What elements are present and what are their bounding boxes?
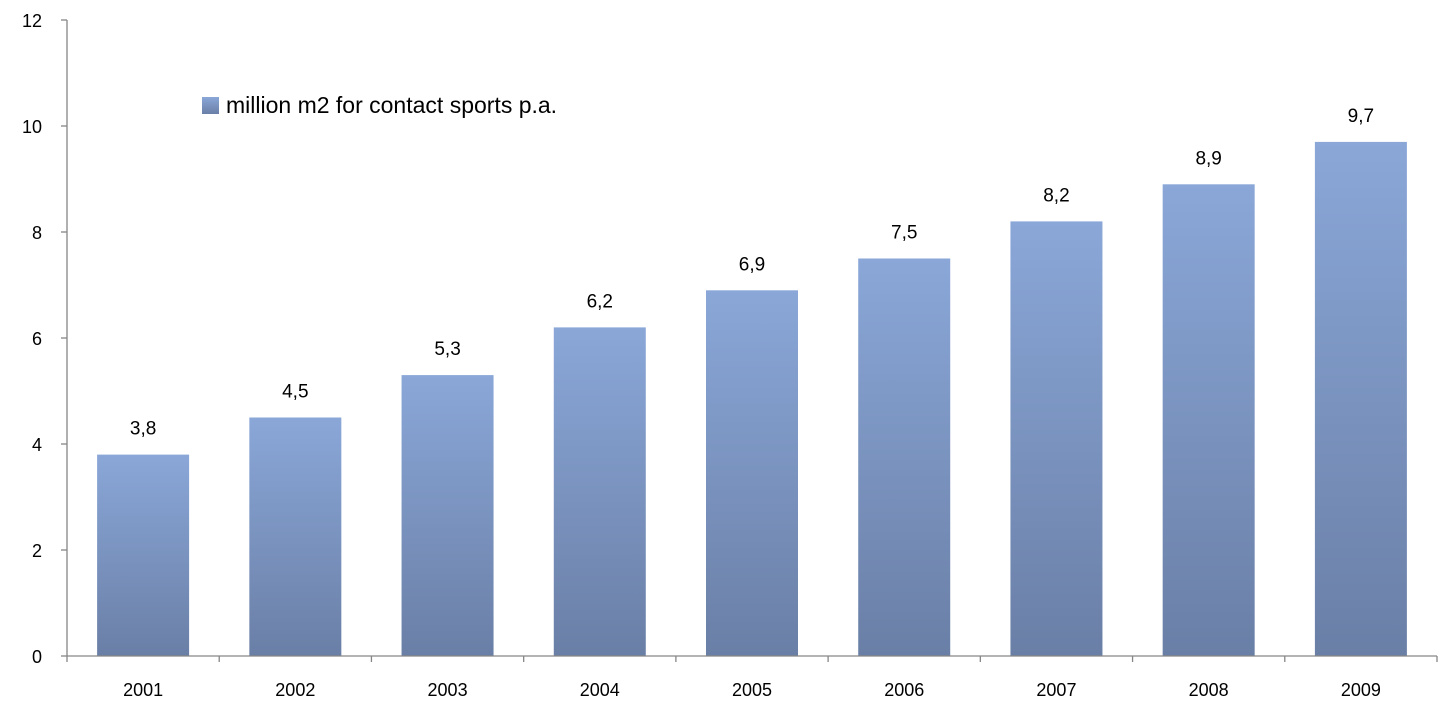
legend-label: million m2 for contact sports p.a. — [226, 92, 557, 118]
x-tick-label: 2002 — [275, 680, 315, 700]
y-tick-label: 6 — [32, 329, 42, 349]
data-label-2006: 7,5 — [891, 223, 917, 244]
data-label-2007: 8,2 — [1043, 185, 1069, 206]
legend: million m2 for contact sports p.a. — [202, 92, 557, 118]
data-label-2005: 6,9 — [739, 254, 765, 275]
bar-2003 — [401, 375, 494, 656]
bar-2007 — [1010, 221, 1103, 656]
x-tick-label: 2001 — [123, 680, 163, 700]
x-tick-label: 2009 — [1341, 680, 1381, 700]
x-axis: 2001 2002 2003 2004 2005 2006 2007 2008 2009 — [66, 655, 1438, 700]
y-axis: 0 2 4 6 8 10 12 — [22, 11, 68, 667]
data-labels: 3,8 4,5 5,3 6,2 6,9 7,5 8,2 8,9 9,7 — [130, 106, 1374, 440]
bar-2006 — [858, 258, 951, 656]
x-tick-label: 2006 — [884, 680, 924, 700]
bar-2002 — [249, 417, 342, 656]
x-tick-label: 2008 — [1189, 680, 1229, 700]
x-tick-label: 2007 — [1036, 680, 1076, 700]
y-tick-label: 12 — [22, 11, 42, 31]
x-tick-label: 2005 — [732, 680, 772, 700]
y-tick-label: 8 — [32, 223, 42, 243]
bar-2001 — [97, 454, 190, 656]
bar-2009 — [1314, 141, 1407, 656]
x-tick-label: 2004 — [580, 680, 620, 700]
bar-2005 — [706, 290, 798, 656]
bar-2008 — [1162, 184, 1255, 657]
data-label-2002: 4,5 — [282, 382, 308, 403]
legend-swatch — [202, 97, 219, 114]
data-label-2001: 3,8 — [130, 419, 156, 440]
y-tick-label: 0 — [32, 647, 42, 667]
y-tick-label: 2 — [32, 541, 42, 561]
bar-2004 — [553, 327, 646, 656]
y-tick-label: 10 — [22, 117, 42, 137]
y-tick-label: 4 — [32, 435, 42, 455]
data-label-2008: 8,9 — [1195, 148, 1221, 169]
data-label-2009: 9,7 — [1348, 106, 1374, 127]
data-label-2004: 6,2 — [587, 291, 613, 312]
data-label-2003: 5,3 — [434, 339, 460, 360]
bars — [97, 141, 1407, 657]
x-tick-label: 2003 — [428, 680, 468, 700]
